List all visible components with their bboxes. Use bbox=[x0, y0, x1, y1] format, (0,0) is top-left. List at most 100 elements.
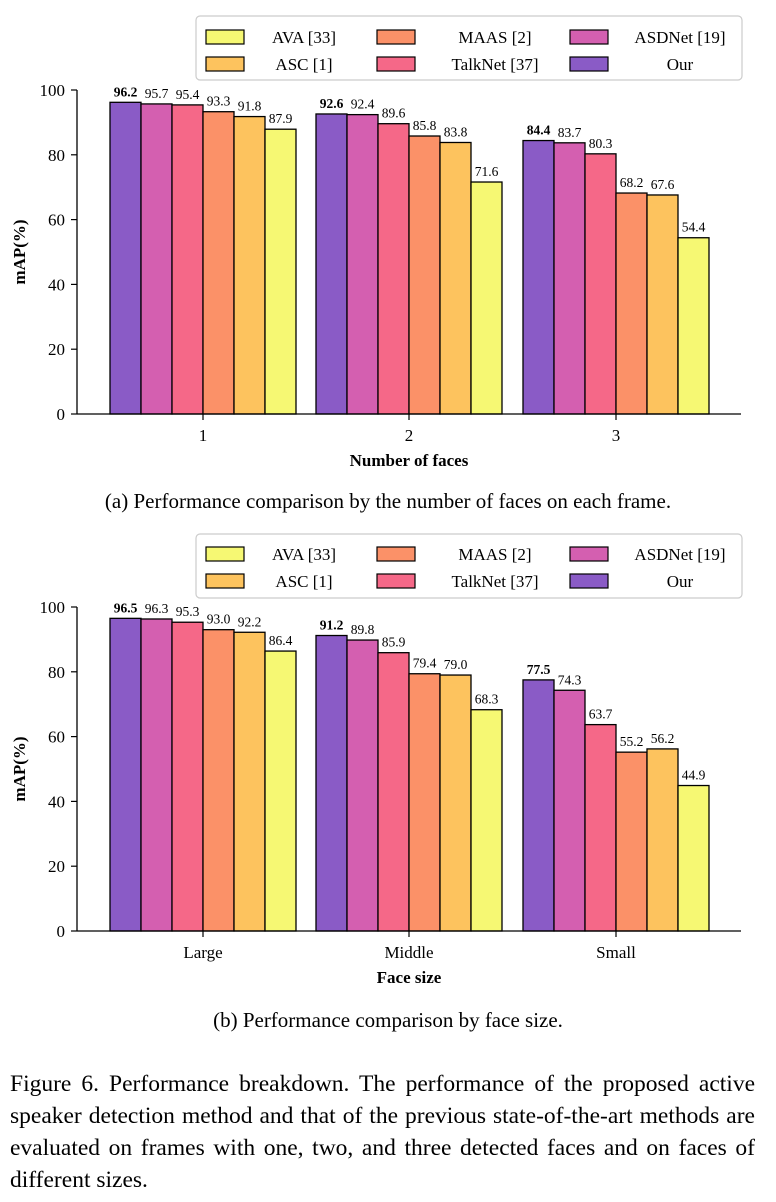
bar bbox=[346, 113, 379, 415]
legend-swatch bbox=[376, 29, 416, 45]
bar bbox=[584, 153, 617, 415]
bar bbox=[233, 631, 266, 932]
bar bbox=[615, 751, 648, 932]
bar bbox=[470, 709, 503, 932]
data-label: 79.0 bbox=[444, 657, 468, 672]
x-axis-label: Face size bbox=[377, 968, 442, 987]
bar bbox=[140, 618, 173, 932]
bar bbox=[439, 141, 472, 415]
bar bbox=[553, 142, 586, 415]
bar bbox=[109, 101, 142, 415]
data-label: 93.3 bbox=[207, 94, 231, 109]
bar bbox=[553, 689, 586, 932]
legend-swatch bbox=[569, 573, 609, 589]
data-label: 85.9 bbox=[382, 635, 406, 650]
bar bbox=[646, 194, 679, 415]
bar bbox=[408, 135, 441, 415]
y-axis-label: mAP(%) bbox=[10, 736, 29, 801]
y-tick-label: 100 bbox=[40, 81, 66, 100]
legend-label: TalkNet [37] bbox=[451, 572, 538, 591]
y-tick-label: 20 bbox=[48, 857, 65, 876]
data-label: 89.6 bbox=[382, 106, 406, 121]
legend-swatch bbox=[205, 546, 245, 562]
data-label: 92.2 bbox=[238, 614, 262, 629]
data-label: 92.6 bbox=[320, 96, 344, 111]
bar bbox=[264, 128, 297, 415]
legend-label: ASC [1] bbox=[275, 572, 332, 591]
y-tick-label: 80 bbox=[48, 663, 65, 682]
bar bbox=[171, 621, 204, 932]
legend-label: AVA [33] bbox=[272, 545, 336, 564]
data-label: 85.8 bbox=[413, 118, 437, 133]
bar bbox=[677, 237, 710, 415]
x-tick-label: Middle bbox=[384, 943, 433, 962]
data-label: 96.3 bbox=[145, 601, 169, 616]
y-tick-label: 40 bbox=[48, 275, 65, 294]
x-tick-label: 3 bbox=[612, 426, 621, 445]
data-label: 74.3 bbox=[558, 672, 582, 687]
y-tick-label: 60 bbox=[48, 728, 65, 747]
legend-swatch bbox=[376, 573, 416, 589]
bar bbox=[377, 652, 410, 932]
data-label: 96.5 bbox=[114, 600, 138, 615]
x-tick-label: Large bbox=[183, 943, 222, 962]
data-label: 91.8 bbox=[238, 99, 262, 114]
bar bbox=[522, 679, 555, 932]
legend-label: ASC [1] bbox=[275, 55, 332, 74]
data-label: 68.3 bbox=[475, 692, 499, 707]
legend-label: ASDNet [19] bbox=[634, 545, 725, 564]
y-axis-label: mAP(%) bbox=[10, 219, 29, 284]
data-label: 63.7 bbox=[589, 707, 613, 722]
data-label: 55.2 bbox=[620, 734, 644, 749]
legend-label: AVA [33] bbox=[272, 28, 336, 47]
data-label: 83.8 bbox=[444, 124, 468, 139]
bar bbox=[677, 784, 710, 932]
legend-label: Our bbox=[667, 55, 694, 74]
bar bbox=[522, 139, 555, 415]
data-label: 86.4 bbox=[269, 633, 293, 648]
bar bbox=[264, 650, 297, 932]
chart-b: 96.5 91.2 77.5 96.3 89.8 74.3 95.3 85.9 63.7 93.0… bbox=[10, 533, 743, 987]
y-tick-label: 80 bbox=[48, 146, 65, 165]
bar bbox=[202, 111, 235, 415]
y-tick-label: 60 bbox=[48, 211, 65, 230]
y-tick-label: 0 bbox=[57, 922, 66, 941]
figure-caption: Figure 6. Performance breakdown. The per… bbox=[10, 1071, 755, 1193]
data-label: 95.4 bbox=[176, 87, 200, 102]
data-label: 83.7 bbox=[558, 125, 582, 140]
y-tick-label: 0 bbox=[57, 405, 66, 424]
legend-swatch bbox=[205, 573, 245, 589]
data-label: 91.2 bbox=[320, 618, 344, 633]
data-label: 79.4 bbox=[413, 656, 437, 671]
legend-label: Our bbox=[667, 572, 694, 591]
bar bbox=[109, 617, 142, 932]
bar bbox=[171, 104, 204, 415]
legend-label: MAAS [2] bbox=[458, 545, 531, 564]
bar bbox=[202, 629, 235, 932]
x-tick-label: 1 bbox=[199, 426, 208, 445]
data-label: 87.9 bbox=[269, 111, 293, 126]
data-label: 93.0 bbox=[207, 612, 231, 627]
data-label: 77.5 bbox=[527, 662, 551, 677]
legend-label: ASDNet [19] bbox=[634, 28, 725, 47]
bar bbox=[584, 723, 617, 932]
legend-label: TalkNet [37] bbox=[451, 55, 538, 74]
data-label: 68.2 bbox=[620, 175, 644, 190]
data-label: 71.6 bbox=[475, 164, 499, 179]
data-label: 95.3 bbox=[176, 604, 200, 619]
data-label: 44.9 bbox=[682, 768, 706, 783]
bar bbox=[346, 639, 379, 932]
data-label: 92.4 bbox=[351, 97, 375, 112]
y-tick-label: 100 bbox=[40, 598, 66, 617]
x-tick-label: Small bbox=[596, 943, 636, 962]
data-label: 89.8 bbox=[351, 622, 375, 637]
bar bbox=[315, 113, 348, 415]
data-label: 67.6 bbox=[651, 177, 675, 192]
legend-swatch bbox=[569, 56, 609, 72]
legend-label: MAAS [2] bbox=[458, 28, 531, 47]
bar bbox=[646, 748, 679, 932]
bar bbox=[233, 115, 266, 415]
data-label: 54.4 bbox=[682, 220, 706, 235]
bar bbox=[470, 181, 503, 415]
data-label: 95.7 bbox=[145, 86, 169, 101]
